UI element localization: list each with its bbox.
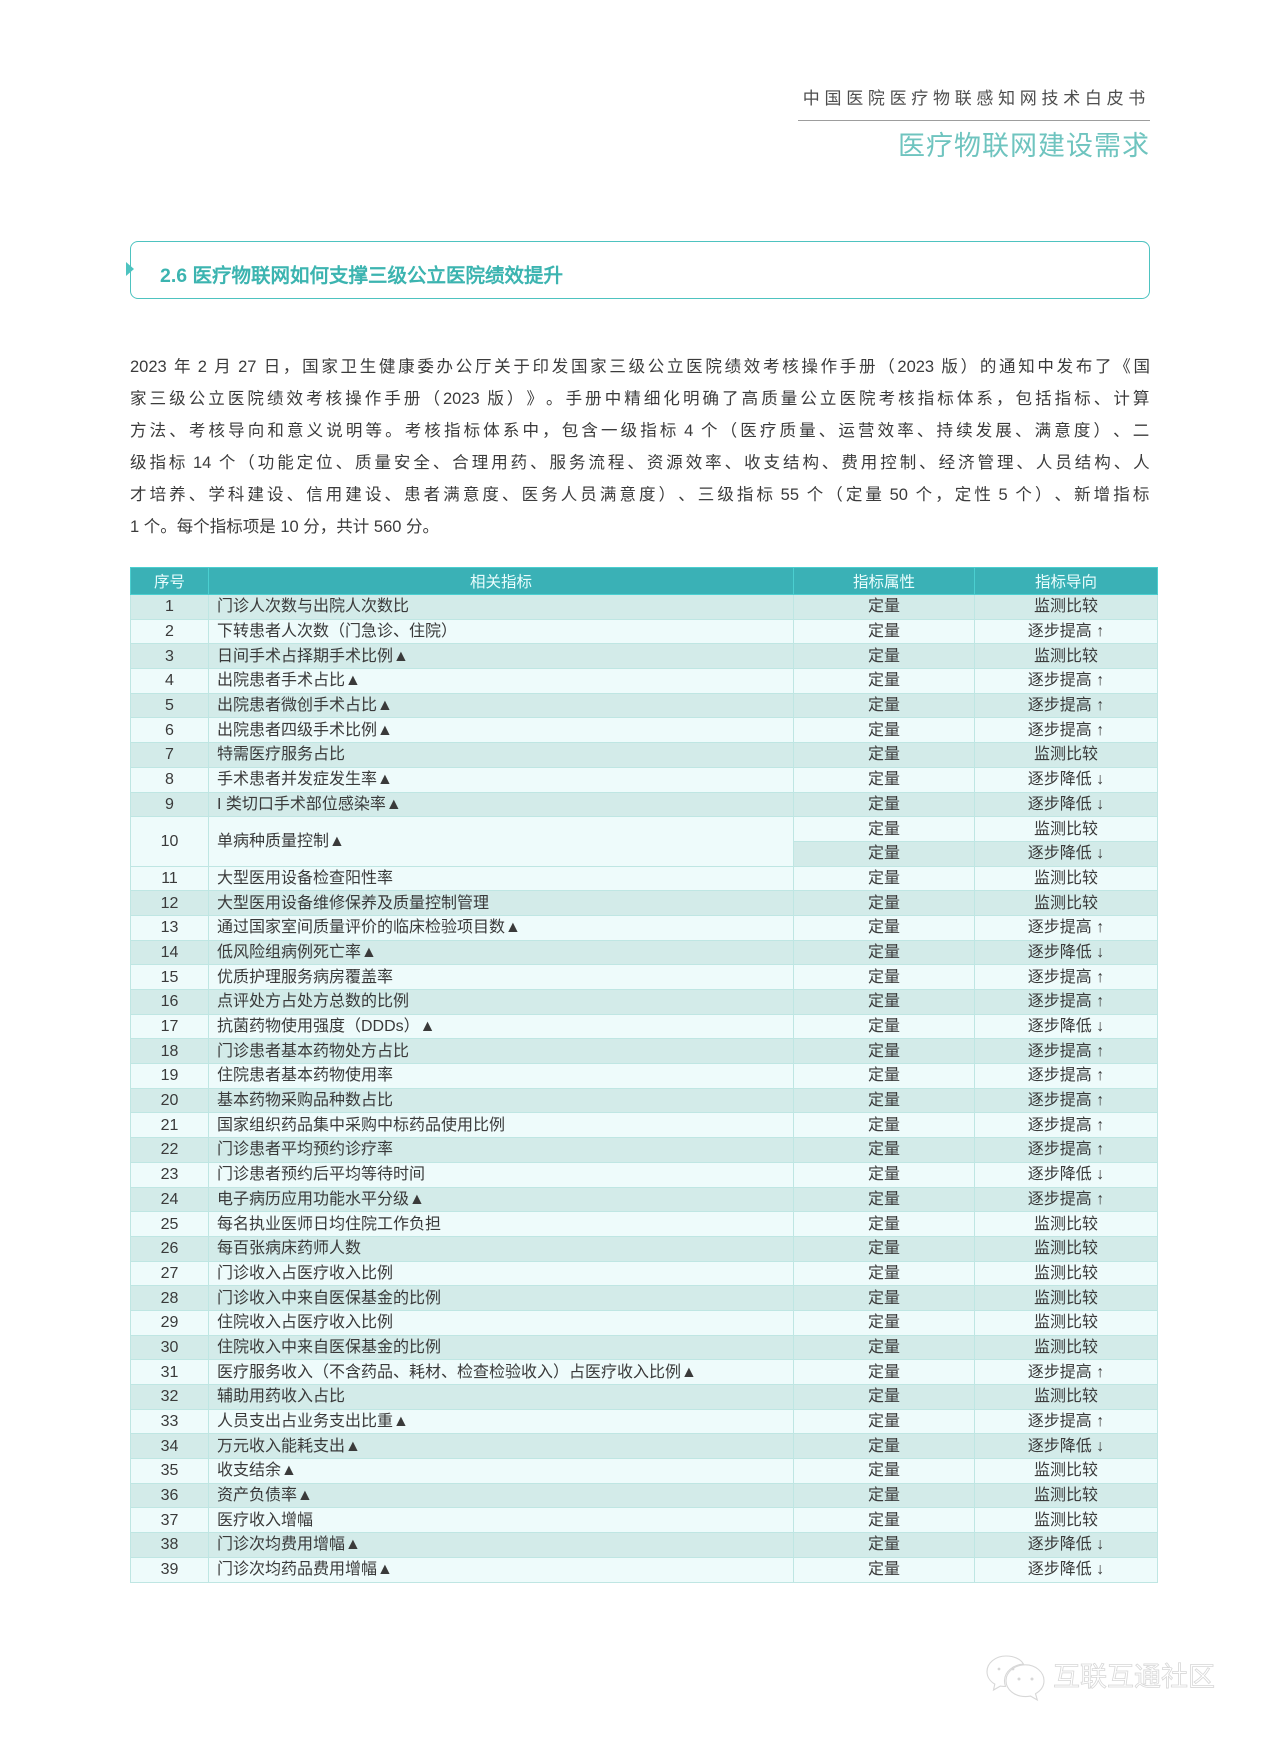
svg-text:互联互通社区: 互联互通社区 bbox=[1053, 1662, 1215, 1692]
